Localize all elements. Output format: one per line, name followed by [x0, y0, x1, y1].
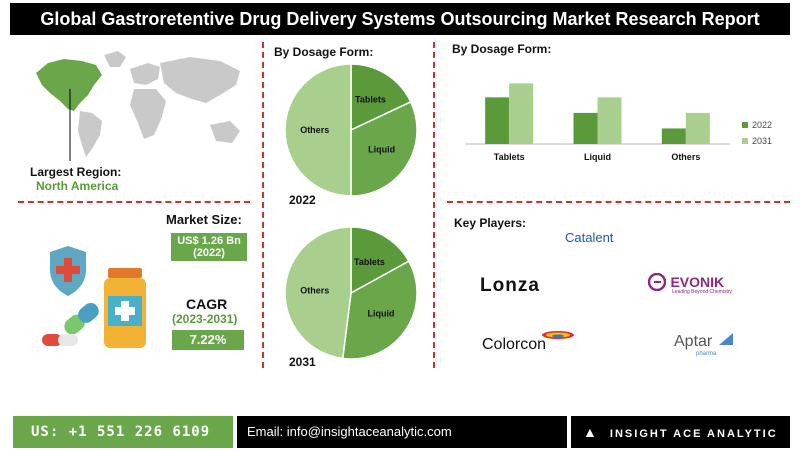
capsule-red-icon [42, 334, 78, 346]
logo-catalent: Catalent [565, 230, 613, 245]
largest-region-label: Largest Region: [30, 165, 122, 179]
largest-region-value: North America [36, 179, 119, 193]
bar-category-label-liquid: Liquid [584, 152, 611, 162]
pie-chart-2031: Tablets Liquid Others [285, 226, 418, 360]
medicine-illustration [42, 246, 146, 348]
pie-label-tablets: Tablets [355, 94, 386, 104]
divider-right [433, 42, 435, 368]
evonik-icon [647, 272, 667, 292]
pie-slice-liquid [350, 100, 418, 197]
world-map [36, 51, 240, 161]
aptar-triangle-icon [718, 333, 733, 345]
brand-text: INSIGHT ACE ANALYTIC [609, 428, 778, 440]
pie-label-tablets: Tablets [354, 257, 385, 267]
pie-label-others: Others [300, 125, 329, 135]
cagr-label: CAGR [186, 296, 228, 312]
market-size-label: Market Size: [166, 212, 242, 227]
cagr-value: 7.22% [172, 330, 244, 350]
shield-cross-h [56, 266, 80, 274]
logo-lonza: Lonza [480, 275, 540, 297]
footer-email[interactable]: Email: info@insightaceanalytic.com [237, 416, 567, 448]
legend-swatch-2022 [742, 122, 748, 128]
footer-brand: ▲ INSIGHT ACE ANALYTIC [571, 416, 790, 448]
legend-label-2031: 2031 [752, 136, 772, 146]
bar-chart: Tablets Liquid Others 2022 2031 [465, 83, 772, 162]
pie-label-liquid: Liquid [368, 308, 395, 318]
bar-others-2031 [685, 112, 710, 144]
report-title: Global Gastroretentive Drug Delivery Sys… [10, 3, 790, 35]
bottle-cap [108, 268, 142, 278]
aptar-subtext: pharma [696, 351, 717, 357]
pie-label-others: Others [300, 286, 329, 296]
catalent-text: Catalent [565, 230, 614, 245]
footer-phone[interactable]: US: +1 551 226 6109 [13, 416, 233, 448]
bar-category-label-tablets: Tablets [494, 152, 525, 162]
lonza-text: Lonza [480, 275, 540, 296]
pie-slice-tablets [350, 226, 410, 295]
australia-shape [210, 121, 240, 143]
logo-aptar: Aptar pharma [674, 333, 733, 357]
divider-right-horizontal [447, 201, 790, 203]
bar-liquid-2022 [573, 112, 598, 144]
market-size-year: (2022) [193, 247, 225, 259]
bar-category-label-others: Others [671, 152, 700, 162]
brand-logo-icon: ▲ [583, 424, 599, 440]
legend-label-2022: 2022 [752, 120, 772, 130]
market-size-value: US$ 1.26 Bn [177, 235, 241, 247]
bar-section-title: By Dosage Form: [452, 42, 552, 56]
logo-evonik: EVONIK Leading Beyond Chemistry [647, 272, 733, 296]
legend-swatch-2031 [742, 138, 748, 144]
pie-2031-year: 2031 [289, 355, 316, 369]
africa-shape [130, 89, 166, 139]
bar-others-2022 [661, 128, 686, 144]
europe-shape [130, 63, 160, 85]
logo-colorcon: Colorcon [482, 331, 574, 354]
evonik-text: EVONIK [670, 274, 725, 290]
divider-left-horizontal [18, 201, 250, 203]
colorcon-text: Colorcon [482, 336, 547, 353]
colorcon-swoosh-icon [542, 331, 574, 339]
pie-slice-others [285, 226, 352, 360]
greenland-shape [104, 51, 126, 67]
capsule-green-icon [64, 303, 99, 335]
pie-slice-tablets [350, 63, 412, 132]
divider-left [262, 42, 264, 368]
key-players-title: Key Players: [454, 216, 527, 230]
pie-slice-liquid [341, 260, 418, 360]
cagr-period: (2023-2031) [172, 312, 238, 326]
bar-tablets-2022 [485, 97, 510, 144]
market-size-badge: US$ 1.26 Bn (2022) [171, 233, 247, 261]
pie-chart-2022: Tablets Liquid Others [285, 63, 418, 197]
pie-2022-year: 2022 [289, 193, 316, 207]
evonik-tagline: Leading Beyond Chemistry [672, 289, 733, 296]
asia-shape [160, 57, 240, 103]
pie-slice-others [285, 63, 352, 197]
bar-tablets-2031 [509, 83, 534, 144]
aptar-text: Aptar [674, 333, 713, 350]
pie-section-title: By Dosage Form: [274, 45, 374, 59]
bottle-cross-h [115, 307, 135, 315]
pie-label-liquid: Liquid [368, 144, 395, 154]
north-america-shape [36, 59, 102, 111]
south-america-shape [78, 111, 102, 157]
bar-liquid-2031 [597, 97, 622, 144]
